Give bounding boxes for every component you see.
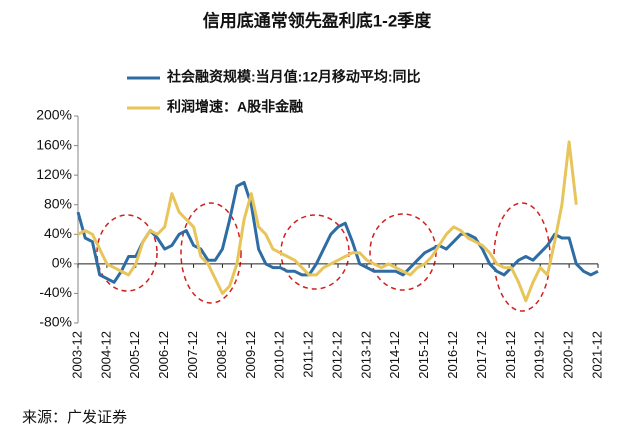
x-tick-label: 2010-12 [272, 331, 287, 379]
x-tick-label: 2019-12 [532, 331, 547, 379]
x-tick-label: 2021-12 [589, 331, 604, 379]
ellipse [180, 202, 242, 304]
x-tick-label: 2004-12 [98, 331, 113, 379]
chart-title: 信用底通常领先盈利底1-2季度 [203, 10, 433, 30]
x-tick-label: 2016-12 [445, 331, 460, 379]
x-tick-label: 2012-12 [329, 331, 344, 379]
x-tick-label: 2017-12 [474, 331, 489, 379]
source-note: 来源：广发证券 [22, 409, 127, 426]
series-line [77, 140, 578, 303]
y-tick-label: 0% [52, 255, 72, 271]
y-tick-label: 120% [36, 166, 72, 182]
x-tick-label: 2014-12 [387, 331, 402, 379]
x-tick-label: 2006-12 [156, 331, 171, 379]
y-tick-label: -80% [39, 314, 72, 330]
x-tick-label: 2009-12 [243, 331, 258, 379]
y-tick-label: -40% [39, 284, 72, 300]
y-tick-label: 160% [36, 136, 72, 152]
ellipse [96, 214, 158, 292]
y-tick-label: 200% [36, 107, 72, 123]
x-tick-label: 2008-12 [214, 331, 229, 379]
y-tick-label: 40% [44, 225, 72, 241]
legend-label: 社会融资规模:当月值:12月移动平均:同比 [166, 69, 421, 85]
legend-label: 利润增速：A股非金融 [167, 99, 303, 115]
x-tick-label: 2003-12 [69, 331, 84, 379]
x-tick-label: 2020-12 [561, 331, 576, 379]
y-tick-label: 80% [44, 195, 72, 211]
x-tick-label: 2015-12 [416, 331, 431, 379]
x-tick-label: 2013-12 [358, 331, 373, 379]
x-tick-label: 2007-12 [185, 331, 200, 379]
x-tick-label: 2018-12 [503, 331, 518, 379]
x-tick-label: 2011-12 [301, 331, 316, 378]
x-tick-label: 2005-12 [127, 331, 142, 379]
